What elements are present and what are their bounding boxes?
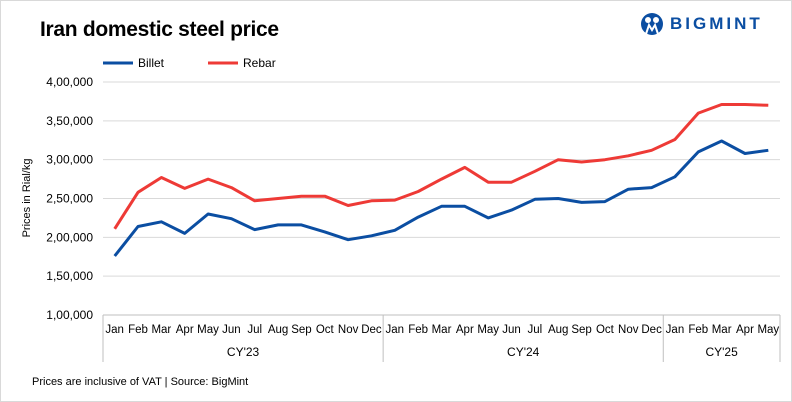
x-tick-label: Jul — [528, 324, 543, 336]
x-tick-label: Feb — [688, 324, 708, 336]
x-tick-label: Aug — [268, 324, 288, 336]
x-tick-label: Jan — [386, 324, 405, 336]
x-tick-label: Feb — [408, 324, 428, 336]
x-tick-label: Dec — [641, 324, 662, 336]
x-tick-label: Oct — [316, 324, 335, 336]
footer-note: Prices are inclusive of VAT | Source: Bi… — [32, 376, 249, 388]
x-group-label: CY'25 — [705, 345, 738, 359]
y-tick-label: 4,00,000 — [46, 75, 93, 89]
x-tick-label: Aug — [548, 324, 568, 336]
x-tick-label: May — [757, 324, 779, 336]
x-tick-label: Jan — [105, 324, 124, 336]
x-tick-label: Nov — [618, 324, 639, 336]
x-tick-label: Jun — [502, 324, 521, 336]
y-axis-label: Prices in Rial/kg — [21, 159, 33, 238]
y-tick-label: 3,00,000 — [46, 153, 93, 167]
legend-label-rebar: Rebar — [243, 56, 276, 70]
x-group-label: CY'24 — [507, 345, 540, 359]
y-tick-label: 1,50,000 — [46, 269, 93, 283]
x-tick-label: Jan — [666, 324, 685, 336]
x-tick-label: Apr — [456, 324, 474, 336]
chart-title: Iran domestic steel price — [40, 18, 279, 41]
x-tick-label: May — [477, 324, 499, 336]
y-tick-label: 1,00,000 — [46, 308, 93, 322]
x-tick-label: Jul — [247, 324, 262, 336]
legend-label-billet: Billet — [138, 56, 165, 70]
x-tick-label: Apr — [176, 324, 194, 336]
y-tick-label: 2,50,000 — [46, 192, 93, 206]
x-tick-label: Sep — [571, 324, 591, 336]
x-tick-label: Mar — [712, 324, 732, 336]
logo-text: BIGMINT — [670, 14, 763, 33]
y-tick-label: 2,00,000 — [46, 230, 93, 244]
x-group-label: CY'23 — [227, 345, 260, 359]
x-tick-label: Feb — [128, 324, 148, 336]
x-tick-label: Jun — [222, 324, 241, 336]
series-line-rebar — [113, 103, 769, 230]
x-tick-label: Sep — [291, 324, 311, 336]
x-tick-label: Oct — [596, 324, 615, 336]
bigmint-logo: BIGMINT — [640, 12, 763, 36]
x-tick-label: Nov — [338, 324, 359, 336]
x-tick-label: Mar — [432, 324, 452, 336]
x-tick-label: Dec — [361, 324, 382, 336]
logo-icon — [641, 13, 663, 35]
x-tick-label: Apr — [736, 324, 754, 336]
x-tick-label: Mar — [151, 324, 171, 336]
y-tick-label: 3,50,000 — [46, 114, 93, 128]
x-tick-label: May — [197, 324, 219, 336]
